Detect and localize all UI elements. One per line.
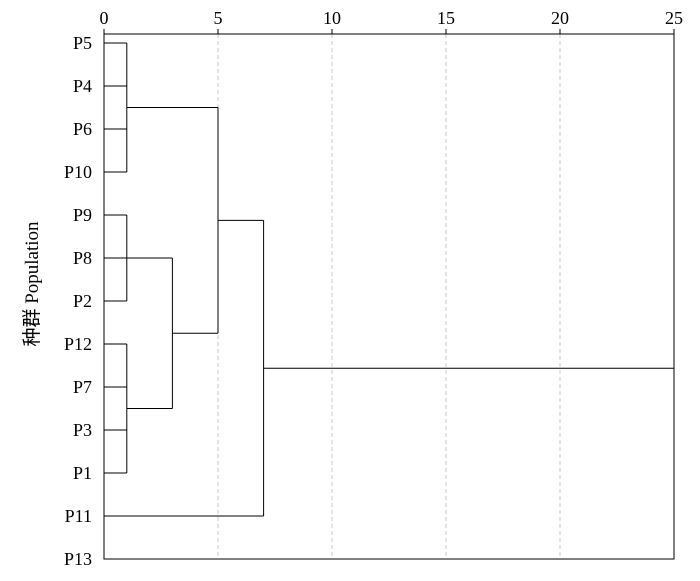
leaf-label-p8: P8 [73, 248, 92, 268]
grid-lines [217, 34, 561, 559]
merge-cluster-6 [104, 219, 265, 517]
merge-cluster-1 [104, 42, 128, 173]
merge-cluster-3 [104, 343, 128, 474]
x-tick-label-5: 5 [214, 8, 223, 28]
leaf-label-p3: P3 [73, 420, 92, 440]
plot-frame [103, 33, 675, 560]
merge-cluster-2 [104, 214, 128, 302]
leaf-label-p1: P1 [73, 463, 92, 483]
leaf-label-p12: P12 [64, 334, 92, 354]
dendrogram-links [104, 42, 675, 560]
x-tick-label-15: 15 [437, 8, 455, 28]
merge-cluster-4 [126, 257, 173, 409]
leaf-label-p7: P7 [73, 377, 92, 397]
leaf-label-p9: P9 [73, 205, 92, 225]
leaf-label-p5: P5 [73, 33, 92, 53]
merge-cluster-7 [104, 367, 675, 560]
leaf-label-p2: P2 [73, 291, 92, 311]
leaf-label-p6: P6 [73, 119, 92, 139]
x-axis-ticks: 0 5 10 15 20 25 [100, 8, 683, 34]
x-tick-label-0: 0 [100, 8, 109, 28]
leaf-label-p11: P11 [65, 506, 92, 526]
x-tick-label-10: 10 [323, 8, 341, 28]
x-tick-label-20: 20 [551, 8, 569, 28]
leaf-label-p13: P13 [64, 549, 92, 569]
leaf-label-p4: P4 [73, 76, 92, 96]
leaf-labels: P5 P4 P6 P10 P9 P8 P2 P12 P7 P3 P1 P11 P13 [64, 33, 92, 569]
leaf-label-p10: P10 [64, 162, 92, 182]
x-tick-label-25: 25 [665, 8, 683, 28]
y-axis-label: 种群 Population [21, 221, 43, 347]
